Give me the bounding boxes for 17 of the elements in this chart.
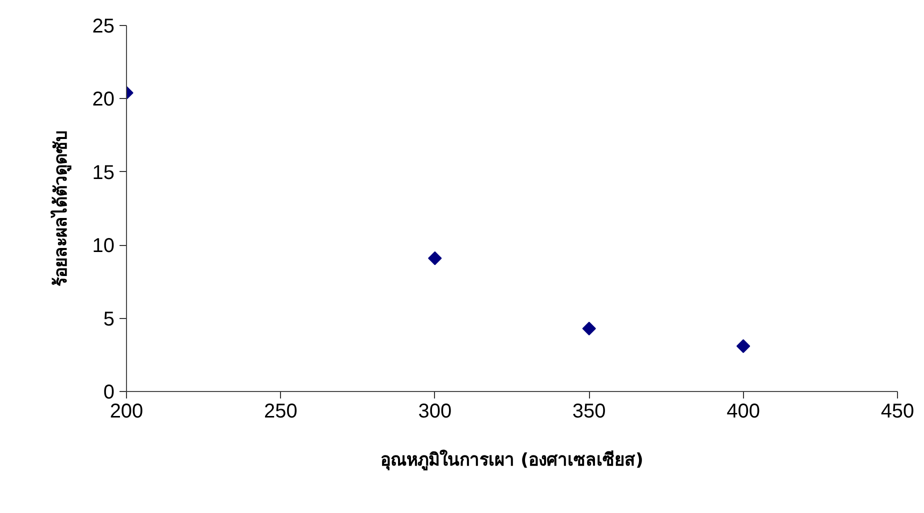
y-tick-label: 5: [103, 308, 114, 330]
y-tick-label: 0: [103, 382, 114, 404]
x-tick-label: 250: [264, 400, 298, 422]
x-tick-label: 450: [880, 400, 914, 422]
point: [582, 322, 596, 336]
y-tick-label: 15: [92, 162, 115, 184]
y-tick-label: 10: [92, 235, 115, 258]
point: [428, 251, 442, 266]
x-tick-label: 300: [418, 400, 452, 422]
x-tick-label: 350: [572, 400, 606, 422]
y-tick-label: 20: [92, 88, 115, 111]
x-tick-label: 400: [726, 400, 760, 422]
y-axis-title: ร้อยละผลได้ตัวดูดซับ: [49, 130, 72, 286]
y-tick-label: 25: [92, 16, 115, 38]
x-tick-label: 200: [110, 400, 144, 422]
x-axis-title: อุณหภูมิในการเผา (องศาเซลเซียส): [380, 448, 644, 472]
point: [736, 339, 750, 353]
